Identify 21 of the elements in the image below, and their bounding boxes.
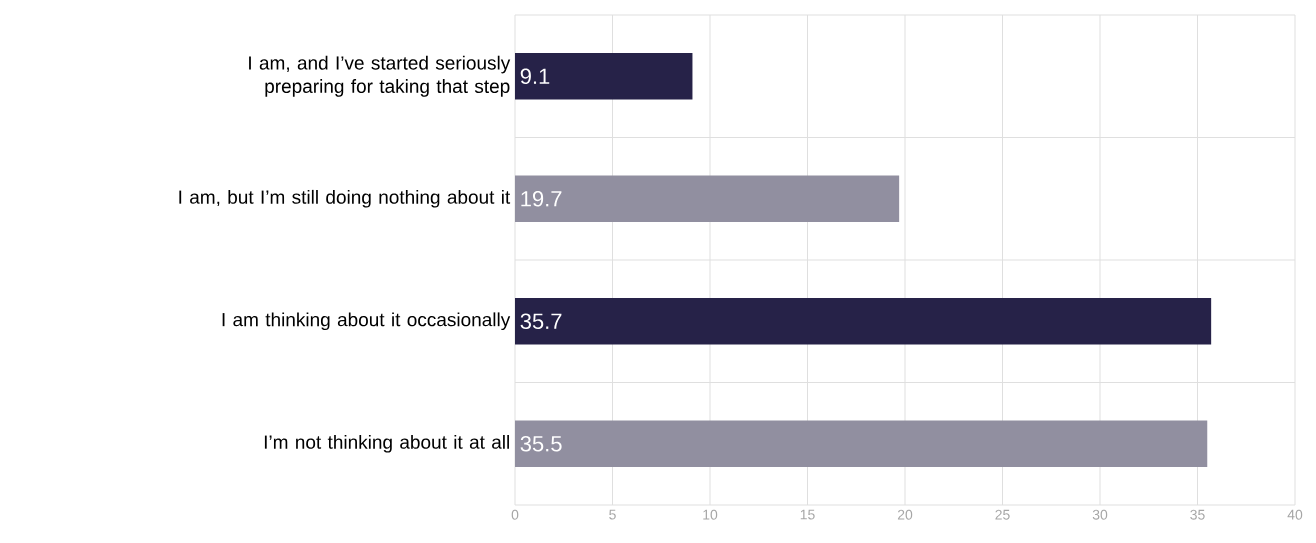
x-tick-label: 25: [995, 509, 1010, 520]
x-tick-label: 40: [1287, 509, 1303, 520]
x-tick-label: 20: [897, 509, 913, 520]
data-label: 19.7: [521, 190, 562, 207]
bar: [515, 52, 693, 100]
bar: [515, 175, 900, 223]
x-tick-label: 30: [1092, 509, 1108, 520]
y-tick-label: I am, and I’ve started seriously preparing for taking that step: [249, 55, 511, 97]
y-tick-label: I’m not thinking about it at all: [264, 434, 509, 453]
x-tick-label: 35: [1190, 509, 1205, 520]
x-tick-label: 5: [609, 509, 616, 520]
data-label: 35.7: [520, 313, 562, 330]
bar: [515, 420, 1208, 468]
bar: [515, 297, 1212, 345]
x-tick-label: 0: [511, 509, 519, 520]
x-tick-label: 10: [703, 509, 718, 520]
y-tick-label: I am thinking about it occasionally: [222, 312, 511, 331]
data-label: 9.1: [520, 68, 550, 85]
data-label: 35.5: [520, 435, 562, 452]
x-tick-label: 15: [800, 509, 815, 520]
y-tick-label: I am, but I’m still doing nothing about it: [179, 189, 511, 208]
